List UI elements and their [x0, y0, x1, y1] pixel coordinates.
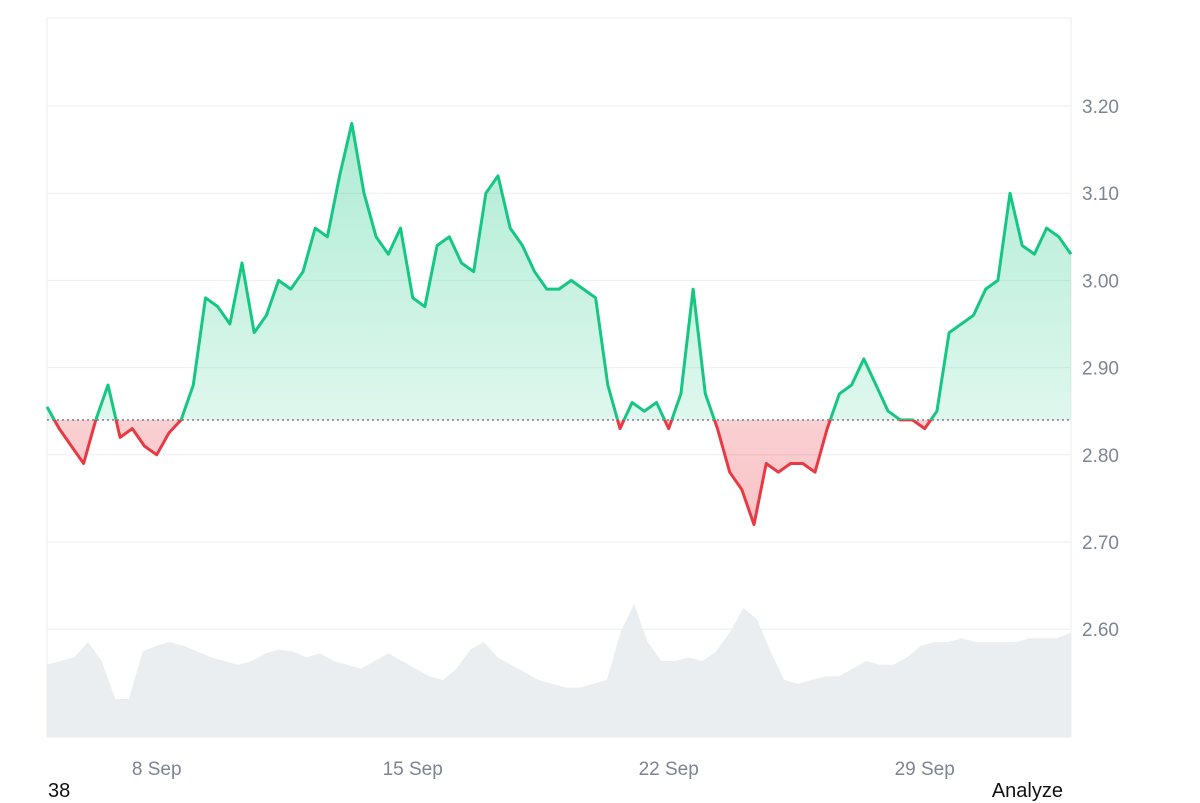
y-axis-ticks: 2.60 2.70 2.80 2.90 3.00 3.10 3.20 [1082, 97, 1119, 641]
footer-left-text: 38 [48, 780, 71, 802]
price-area-above-baseline [47, 123, 1071, 420]
y-tick-label: 2.60 [1082, 620, 1119, 641]
y-tick-label: 2.90 [1082, 359, 1119, 380]
x-tick-label: 29 Sep [895, 759, 955, 780]
price-line-above-baseline [45, 121, 1073, 420]
x-tick-label: 22 Sep [639, 759, 699, 780]
y-tick-label: 3.00 [1082, 271, 1119, 292]
price-area-below-baseline [54, 419, 931, 525]
x-axis-ticks: 8 Sep 15 Sep 22 Sep 29 Sep [132, 759, 955, 780]
analyze-button[interactable]: Analyze [991, 780, 1063, 802]
volume-area [47, 604, 1071, 737]
y-tick-label: 3.20 [1082, 97, 1119, 118]
y-tick-label: 3.10 [1082, 184, 1119, 205]
x-tick-label: 15 Sep [383, 759, 443, 780]
y-tick-label: 2.70 [1082, 533, 1119, 554]
y-tick-label: 2.80 [1082, 446, 1119, 467]
x-tick-label: 8 Sep [132, 759, 182, 780]
